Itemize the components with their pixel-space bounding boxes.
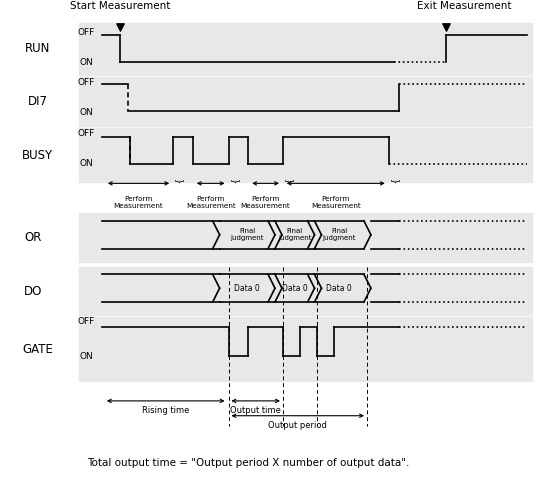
Text: Start Measurement: Start Measurement xyxy=(69,1,170,12)
Text: }: } xyxy=(284,179,293,184)
Text: Data 0: Data 0 xyxy=(327,284,352,293)
Text: ON: ON xyxy=(79,159,93,168)
Text: Perform
Measurement: Perform Measurement xyxy=(241,196,290,209)
Text: OFF: OFF xyxy=(78,317,95,326)
Text: GATE: GATE xyxy=(22,343,53,356)
Bar xyxy=(79,128,532,182)
Text: Output time: Output time xyxy=(230,406,281,415)
Text: Final
judgment: Final judgment xyxy=(230,228,264,241)
Text: Rising time: Rising time xyxy=(141,406,189,415)
Text: RUN: RUN xyxy=(25,42,50,55)
Text: OFF: OFF xyxy=(78,130,95,138)
Bar xyxy=(79,23,532,74)
Bar xyxy=(79,77,532,126)
Text: Perform
Measurement: Perform Measurement xyxy=(114,196,163,209)
Bar xyxy=(79,267,532,315)
Text: Final
judgment: Final judgment xyxy=(278,228,312,241)
Text: DI7: DI7 xyxy=(28,95,48,108)
Text: OFF: OFF xyxy=(78,78,95,87)
Text: ON: ON xyxy=(79,58,93,67)
Text: Perform
Measurement: Perform Measurement xyxy=(311,196,361,209)
Text: Data 0: Data 0 xyxy=(234,284,260,293)
Text: Output period: Output period xyxy=(268,420,327,430)
Point xyxy=(115,24,124,31)
Text: OR: OR xyxy=(24,231,41,244)
Text: Final
judgment: Final judgment xyxy=(323,228,356,241)
Text: }: } xyxy=(390,179,399,184)
Text: Data 0: Data 0 xyxy=(282,284,307,293)
Text: }: } xyxy=(229,179,239,184)
Text: DO: DO xyxy=(23,285,42,298)
Text: OFF: OFF xyxy=(78,27,95,36)
Bar xyxy=(79,317,532,381)
Text: ON: ON xyxy=(79,352,93,361)
Text: Exit Measurement: Exit Measurement xyxy=(417,1,511,12)
Text: BUSY: BUSY xyxy=(22,149,53,162)
Text: }: } xyxy=(174,179,183,184)
Text: ON: ON xyxy=(79,108,93,117)
Bar xyxy=(79,213,532,263)
Text: Perform
Measurement: Perform Measurement xyxy=(186,196,235,209)
Text: Total output time = "Output period X number of output data".: Total output time = "Output period X num… xyxy=(87,458,410,468)
Point xyxy=(442,24,450,31)
